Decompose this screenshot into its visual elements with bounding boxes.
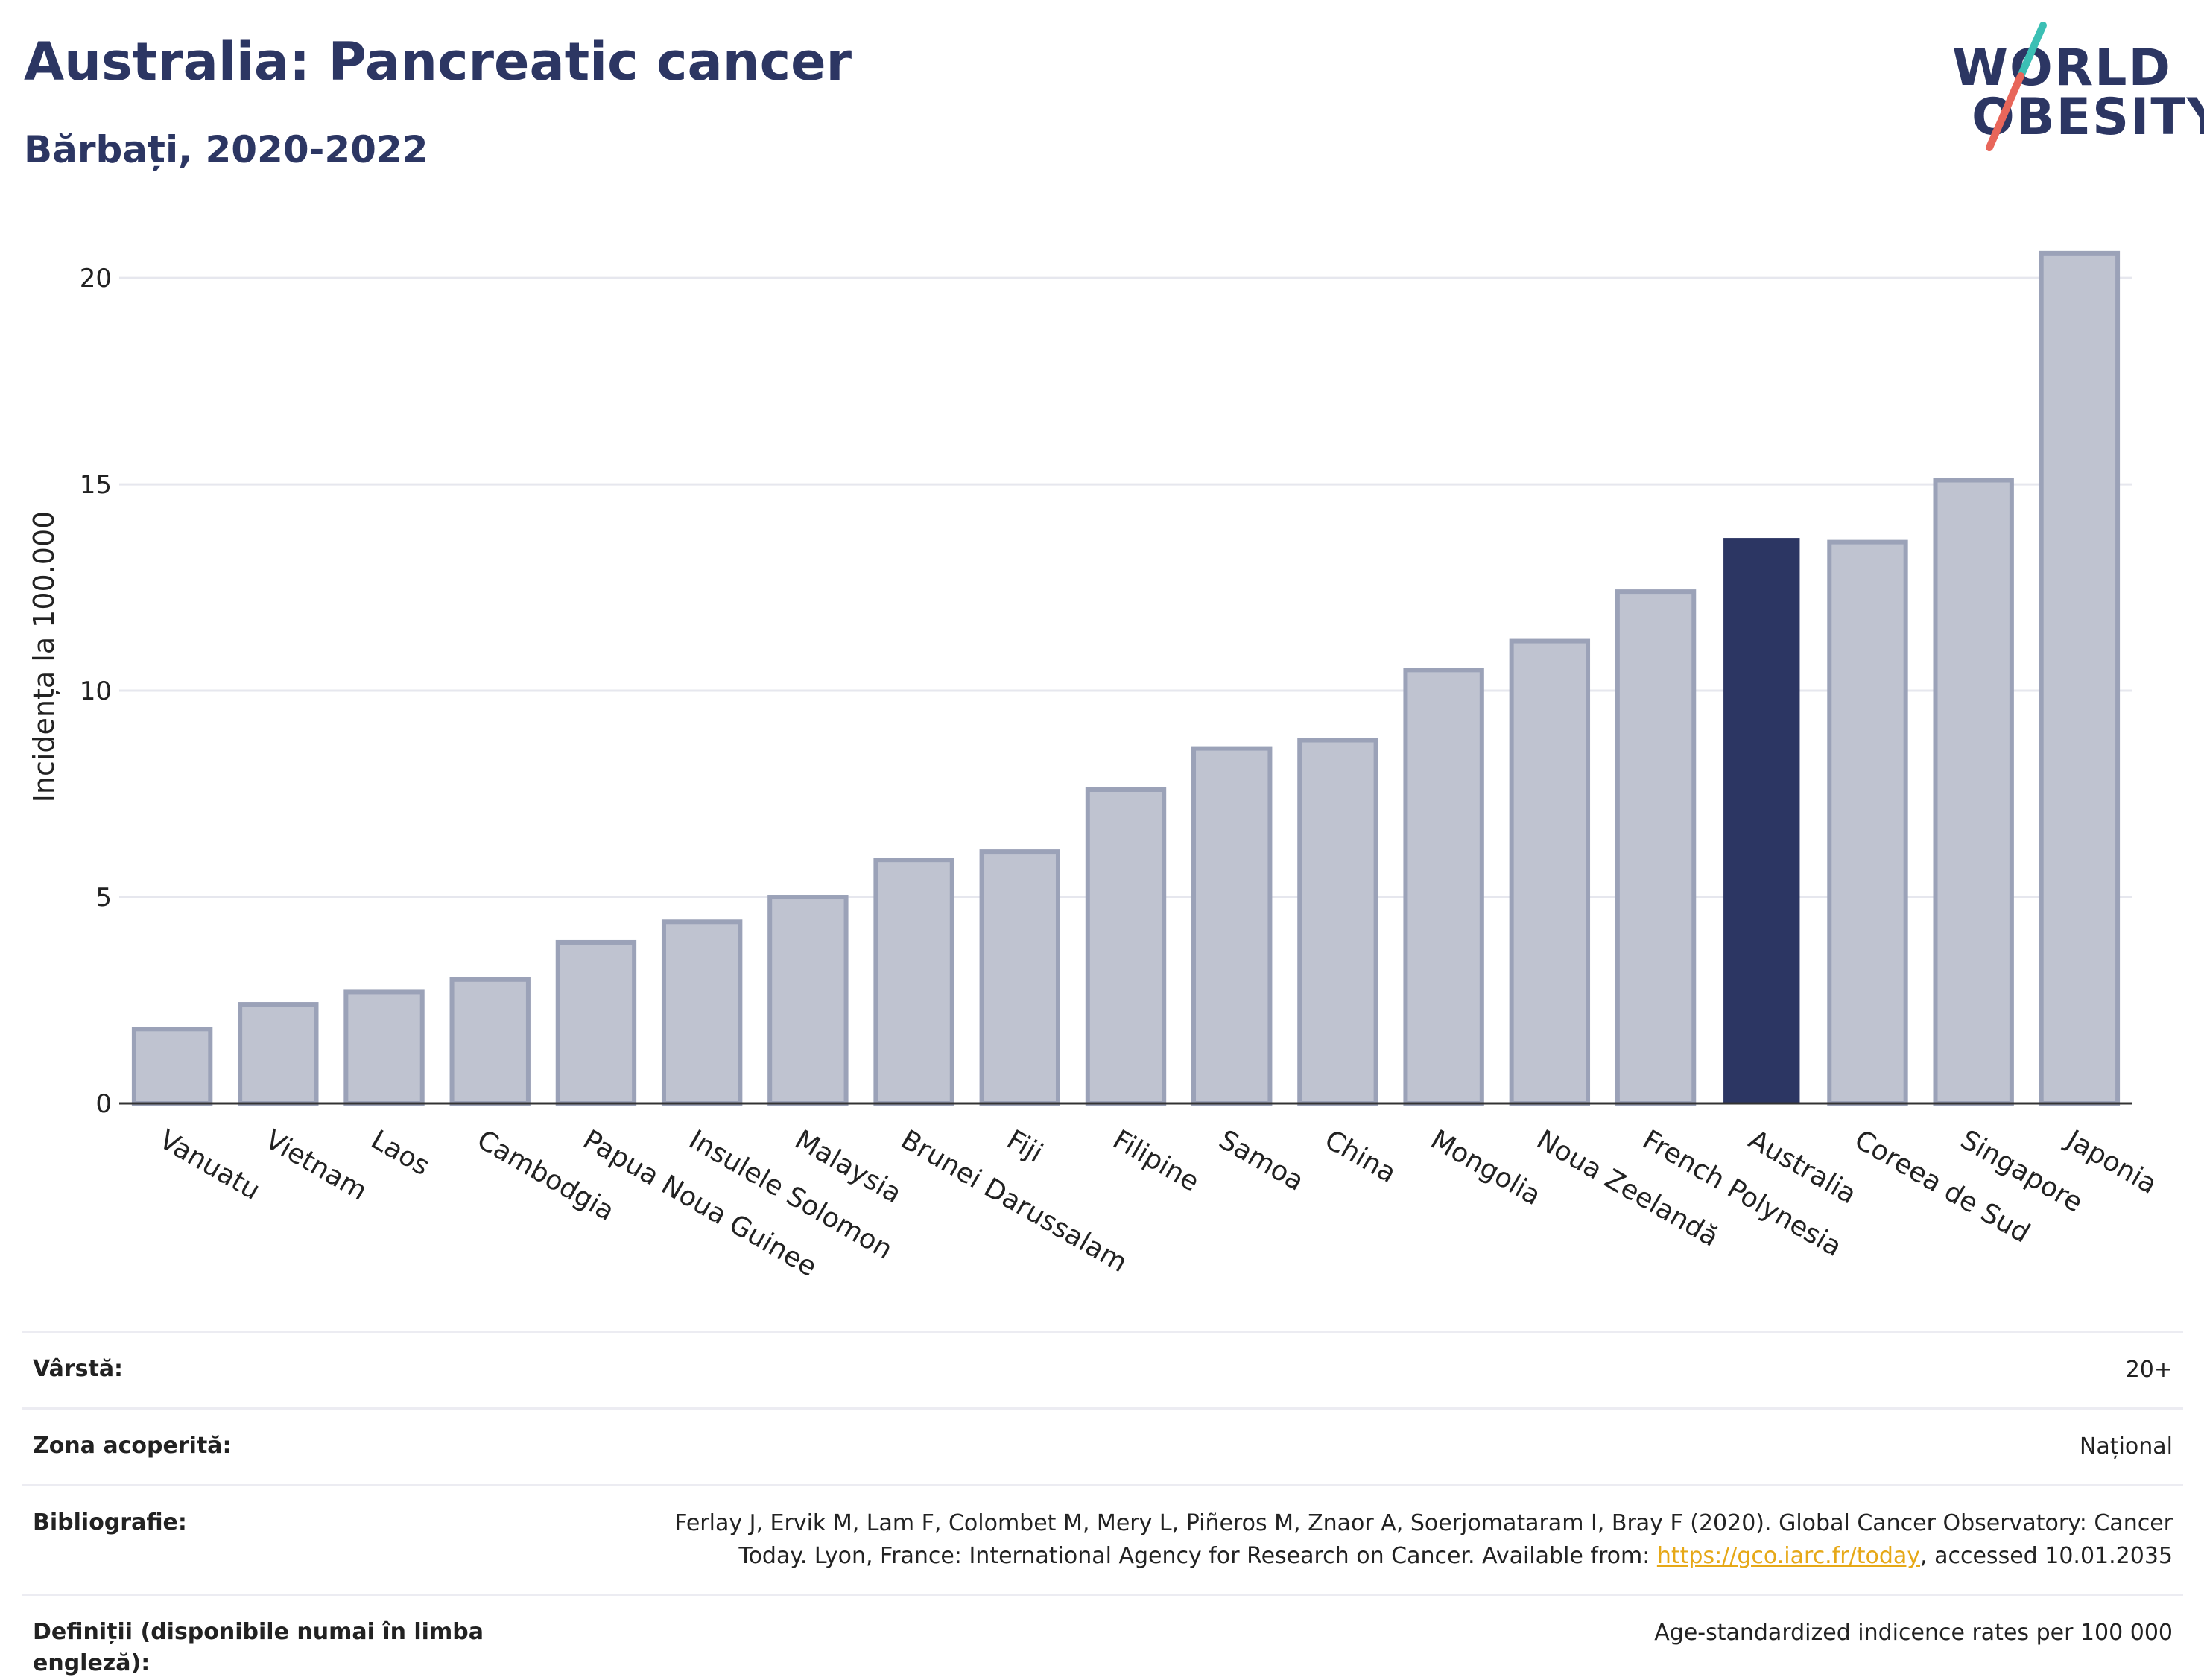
info-label-bibliography: Bibliografie: [33,1509,187,1535]
bibliography-link[interactable]: https://gco.iarc.fr/today [1656,1543,1921,1569]
x-tick-label: Fiji [1001,1124,1048,1169]
bar-cambodgia [449,977,531,1106]
y-tick-label: 15 [80,470,112,500]
info-row-definitions: Definiții (disponibile numai în limba en… [22,1594,2183,1680]
chart-title: Australia: Pancreatic cancer [24,31,852,92]
x-tick-label: Coreea de Sud [1849,1124,2035,1249]
bibliography-line2: Today. Lyon, France: International Agenc… [674,1540,2173,1573]
x-tick-label: Vietnam [260,1124,372,1207]
y-tick-label: 0 [95,1089,112,1119]
bar-china [1297,738,1378,1106]
x-tick-label: Vanuatu [154,1124,265,1206]
x-tick-label: Samoa [1214,1124,1309,1197]
bar-fiji [979,849,1060,1106]
bar-mongolia [1403,668,1484,1106]
bibliography-line2-post: , accessed 10.01.2035 [1920,1543,2173,1569]
info-label-age: Vârstă: [33,1356,124,1382]
bar-japonia [2039,250,2121,1106]
x-tick-label: Noua Zeelandă [1531,1124,1723,1253]
bar-french-polynesia [1615,589,1697,1106]
info-row-area: Zona acoperită: Național [22,1407,2183,1484]
y-tick-label: 5 [95,883,112,913]
bar-samoa [1191,746,1273,1106]
y-tick-label: 20 [80,264,112,294]
info-value-age: 20+ [2125,1357,2173,1383]
bar-malaysia [767,895,849,1106]
x-tick-label: Laos [366,1124,434,1182]
info-value-definitions: Age-standardized indicence rates per 100… [1654,1620,2173,1646]
x-tick-label: Mongolia [1425,1124,1546,1211]
bar-insulele-solomon [661,919,743,1106]
info-label-definitions: Definiții (disponibile numai în limba en… [33,1619,484,1676]
y-axis-title: Incidența la 100.000 [28,511,60,803]
info-row-age: Vârstă: 20+ [22,1331,2183,1407]
logo-line1: WORLD [1952,39,2172,98]
x-tick-label: French Polynesia [1638,1124,1847,1263]
logo-slash-icon [1986,22,2047,151]
info-row-bibliography: Bibliografie: Ferlay J, Ervik M, Lam F, … [22,1484,2183,1594]
y-tick-label: 10 [80,676,112,706]
world-obesity-logo: WORLD OBESITY [1937,15,2204,164]
bar-laos [343,989,425,1106]
info-label-area: Zona acoperită: [33,1433,232,1459]
bar-australia [1723,538,1800,1103]
bar-vanuatu [131,1027,213,1106]
bar-papua-noua-guinee [555,939,637,1106]
x-tick-label: China [1320,1124,1402,1189]
info-table: Vârstă: 20+ Zona acoperită: Național Bib… [22,1331,2183,1680]
info-value-bibliography: Ferlay J, Ervik M, Lam F, Colombet M, Me… [674,1507,2173,1573]
bar-vietnam [238,1002,319,1106]
bar-coreea-de-sud [1827,539,1908,1106]
bibliography-line1: Ferlay J, Ervik M, Lam F, Colombet M, Me… [674,1510,2173,1536]
bibliography-line2-pre: Today. Lyon, France: International Agenc… [738,1543,1657,1569]
bar-singapore [1933,478,2014,1106]
bar-brunei-darussalam [873,858,954,1106]
bar-chart: 0 5 10 15 20 Incidența la 100.000 VanuatuVietn… [28,250,2162,1283]
bar-filipine [1085,787,1167,1106]
chart-subtitle: Bărbați, 2020-2022 [24,128,428,171]
x-tick-label: Filipine [1108,1124,1205,1197]
info-value-area: Național [2079,1433,2173,1459]
bar-noua-zeelandă [1509,638,1591,1106]
